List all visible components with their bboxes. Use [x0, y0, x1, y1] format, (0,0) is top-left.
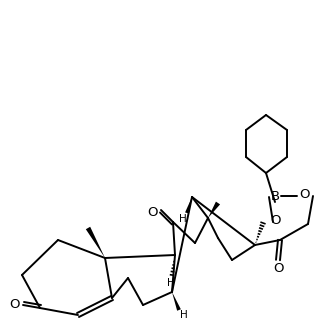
Text: O: O: [300, 189, 310, 202]
Text: H: H: [180, 310, 188, 320]
Text: O: O: [148, 205, 158, 218]
Text: H: H: [179, 214, 187, 224]
Polygon shape: [185, 197, 192, 214]
Polygon shape: [172, 292, 181, 311]
Text: B: B: [270, 190, 279, 202]
Polygon shape: [86, 227, 105, 258]
Text: O: O: [10, 297, 20, 310]
Text: O: O: [270, 214, 280, 227]
Text: O: O: [274, 261, 284, 274]
Polygon shape: [208, 202, 220, 218]
Text: H: H: [167, 278, 175, 288]
